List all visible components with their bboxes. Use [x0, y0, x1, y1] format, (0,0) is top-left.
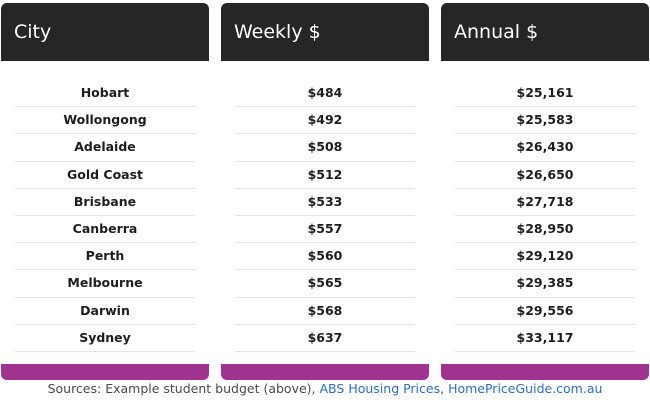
annual-list: $25,161 $25,583 $26,430 $26,650 $27,718 … — [455, 80, 635, 352]
table-cell-city: Sydney — [15, 325, 195, 352]
table-cell-city: Adelaide — [15, 134, 195, 162]
table-cell-annual: $25,583 — [455, 107, 635, 135]
table-cell-city: Hobart — [15, 80, 195, 108]
table-cell-city: Canberra — [15, 216, 195, 244]
homepriceguide-link[interactable]: HomePriceGuide.com.au — [448, 381, 603, 396]
column-footer-accent — [441, 364, 649, 380]
table-cell-weekly: $512 — [235, 162, 415, 189]
table-cell-annual: $28,950 — [455, 216, 635, 244]
column-header-city: City — [1, 3, 209, 61]
column-body-city: Hobart Wollongong Adelaide Gold Coast Br… — [1, 61, 209, 364]
table-cell-weekly: $557 — [235, 216, 415, 244]
city-list: Hobart Wollongong Adelaide Gold Coast Br… — [15, 80, 195, 352]
table-cell-annual: $29,556 — [455, 298, 635, 325]
table-cell-annual: $33,117 — [455, 325, 635, 352]
column-body-annual: $25,161 $25,583 $26,430 $26,650 $27,718 … — [441, 61, 649, 364]
table-cell-weekly: $484 — [235, 80, 415, 108]
table-cell-weekly: $565 — [235, 270, 415, 298]
table-cell-annual: $25,161 — [455, 80, 635, 108]
table-cell-annual: $27,718 — [455, 189, 635, 216]
table-cell-weekly: $492 — [235, 107, 415, 135]
table-cell-weekly: $508 — [235, 134, 415, 162]
table-cell-annual: $26,430 — [455, 134, 635, 162]
column-header-annual: Annual $ — [441, 3, 649, 61]
table-cell-annual: $26,650 — [455, 162, 635, 189]
table-cell-city: Darwin — [15, 298, 195, 325]
weekly-list: $484 $492 $508 $512 $533 $557 $560 $565 … — [235, 80, 415, 352]
table-cell-weekly: $637 — [235, 325, 415, 352]
annual-column-card: Annual $ $25,161 $25,583 $26,430 $26,650… — [441, 3, 649, 380]
sources-separator: , — [440, 381, 445, 396]
table-cell-city: Brisbane — [15, 189, 195, 216]
city-column-card: City Hobart Wollongong Adelaide Gold Coa… — [1, 3, 209, 380]
pricing-table: City Hobart Wollongong Adelaide Gold Coa… — [0, 3, 650, 380]
abs-housing-prices-link[interactable]: ABS Housing Prices — [319, 381, 441, 396]
column-footer-accent — [1, 364, 209, 380]
table-cell-weekly: $533 — [235, 189, 415, 216]
table-cell-annual: $29,385 — [455, 270, 635, 298]
sources-prefix: Sources: Example student budget (above), — [47, 381, 316, 396]
column-footer-accent — [221, 364, 429, 380]
table-cell-city: Gold Coast — [15, 162, 195, 189]
table-cell-city: Perth — [15, 243, 195, 271]
table-cell-weekly: $560 — [235, 243, 415, 271]
column-body-weekly: $484 $492 $508 $512 $533 $557 $560 $565 … — [221, 61, 429, 364]
sources-caption: Sources: Example student budget (above),… — [0, 381, 650, 396]
table-cell-weekly: $568 — [235, 298, 415, 325]
weekly-column-card: Weekly $ $484 $492 $508 $512 $533 $557 $… — [221, 3, 429, 380]
column-header-weekly: Weekly $ — [221, 3, 429, 61]
table-cell-annual: $29,120 — [455, 243, 635, 271]
table-cell-city: Wollongong — [15, 107, 195, 135]
table-cell-city: Melbourne — [15, 270, 195, 298]
